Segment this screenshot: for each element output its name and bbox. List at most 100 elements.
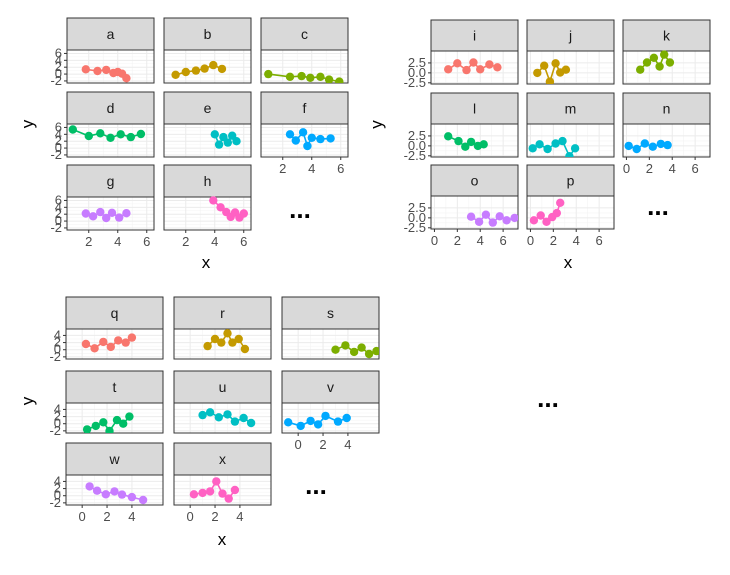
- x-tick-label: 0: [527, 233, 534, 248]
- data-point: [212, 477, 221, 486]
- data-point: [502, 216, 511, 225]
- data-point: [565, 152, 574, 157]
- y-tick-label: -2.5: [404, 220, 426, 235]
- facet-strip-label: g: [107, 173, 115, 189]
- data-point: [127, 492, 137, 502]
- y-tick-label: 4: [55, 126, 62, 141]
- x-tick-label: 2: [85, 234, 92, 249]
- facet-strip-label: q: [111, 305, 119, 321]
- data-point: [632, 144, 641, 154]
- data-point: [545, 77, 555, 84]
- y-tick-label: 0.0: [408, 65, 426, 80]
- y-tick-label: 0: [55, 140, 62, 155]
- facet-strip: [281, 296, 380, 330]
- data-point: [570, 144, 580, 153]
- data-point: [476, 65, 485, 74]
- panel-border: [163, 123, 252, 158]
- data-point: [223, 410, 232, 419]
- facet-strip-label: e: [204, 100, 212, 116]
- data-point: [115, 213, 124, 222]
- data-point: [298, 128, 308, 137]
- panel-border: [163, 196, 252, 231]
- data-point: [536, 211, 545, 220]
- x-tick-label: 4: [573, 233, 580, 248]
- facet-strip: [260, 91, 349, 125]
- facet-strip-label: i: [473, 28, 476, 44]
- data-point: [200, 64, 209, 73]
- data-point: [205, 408, 215, 417]
- facet-strip-label: p: [567, 173, 575, 189]
- panel-data: [85, 482, 148, 505]
- panel-data: [624, 139, 672, 154]
- panel-data: [189, 477, 240, 503]
- x-tick-label: 4: [669, 161, 676, 176]
- data-point: [217, 338, 226, 347]
- data-point: [84, 131, 94, 141]
- panel-background: [527, 51, 614, 84]
- facet-strip-label: r: [220, 305, 225, 321]
- x-tick-label: 2: [279, 161, 286, 176]
- data-point: [171, 70, 180, 80]
- y-tick-label: 0: [54, 416, 61, 431]
- x-tick-label: 2: [454, 233, 461, 248]
- facet-strip-label: u: [219, 379, 227, 395]
- facet-panel-e: e: [163, 91, 252, 158]
- data-point: [138, 495, 148, 505]
- data-point: [99, 418, 108, 427]
- y-tick-label: 2: [54, 481, 61, 496]
- data-point: [224, 494, 233, 503]
- more-facets-ellipsis: ...: [647, 191, 669, 221]
- data-point: [240, 344, 250, 354]
- y-tick-label: 6: [55, 192, 62, 207]
- facet-strip: [526, 92, 615, 125]
- data-point: [181, 67, 190, 77]
- y-tick-label: 0: [55, 66, 62, 81]
- x-axis-title: x: [202, 253, 211, 272]
- data-point: [649, 53, 659, 62]
- y-tick-label: 2.5: [408, 55, 426, 70]
- y-axis-title: y: [18, 119, 37, 128]
- data-point: [551, 59, 560, 68]
- panel-data: [444, 132, 488, 151]
- data-point: [209, 196, 218, 205]
- data-point: [246, 418, 256, 428]
- facet-panel-n: n 0 2 4 6: [622, 92, 711, 176]
- data-point: [217, 64, 227, 74]
- panel-data: [81, 333, 137, 353]
- data-point: [127, 333, 137, 342]
- x-tick-label: 2: [319, 437, 326, 452]
- facet-strip: [173, 442, 272, 476]
- data-point: [303, 141, 312, 151]
- data-point: [136, 129, 146, 139]
- data-point: [313, 420, 323, 429]
- y-tick-label: 2: [55, 59, 62, 74]
- facet-strip-label: n: [663, 101, 671, 117]
- y-tick-label: 4: [54, 473, 61, 488]
- panel-border: [622, 123, 711, 158]
- panel-grid: [66, 329, 163, 359]
- y-tick-label: -2: [49, 495, 61, 510]
- x-tick-label: 4: [308, 161, 315, 176]
- data-point: [535, 140, 544, 149]
- panel-grid: [66, 403, 163, 433]
- panel-border: [173, 328, 272, 360]
- chart-block-2: i-2.50.02.5j kl-2.50.02.5m n0 2 4 6o-2.50.02.…: [367, 19, 711, 272]
- facet-panel-f: f 2 4 6: [260, 91, 349, 176]
- facet-strip-label: v: [327, 379, 334, 395]
- x-tick-label: 6: [240, 234, 247, 249]
- data-point: [321, 411, 330, 421]
- y-tick-label: 0: [54, 342, 61, 357]
- facet-strip: [163, 91, 252, 125]
- data-point: [372, 346, 379, 356]
- facet-panel-k: k: [622, 19, 711, 85]
- data-point: [341, 341, 350, 350]
- facet-strip: [163, 164, 252, 198]
- data-point: [642, 58, 652, 67]
- data-point: [126, 132, 135, 142]
- x-tick-label: 0: [187, 509, 194, 524]
- panel-data: [533, 59, 571, 84]
- data-point: [656, 139, 665, 149]
